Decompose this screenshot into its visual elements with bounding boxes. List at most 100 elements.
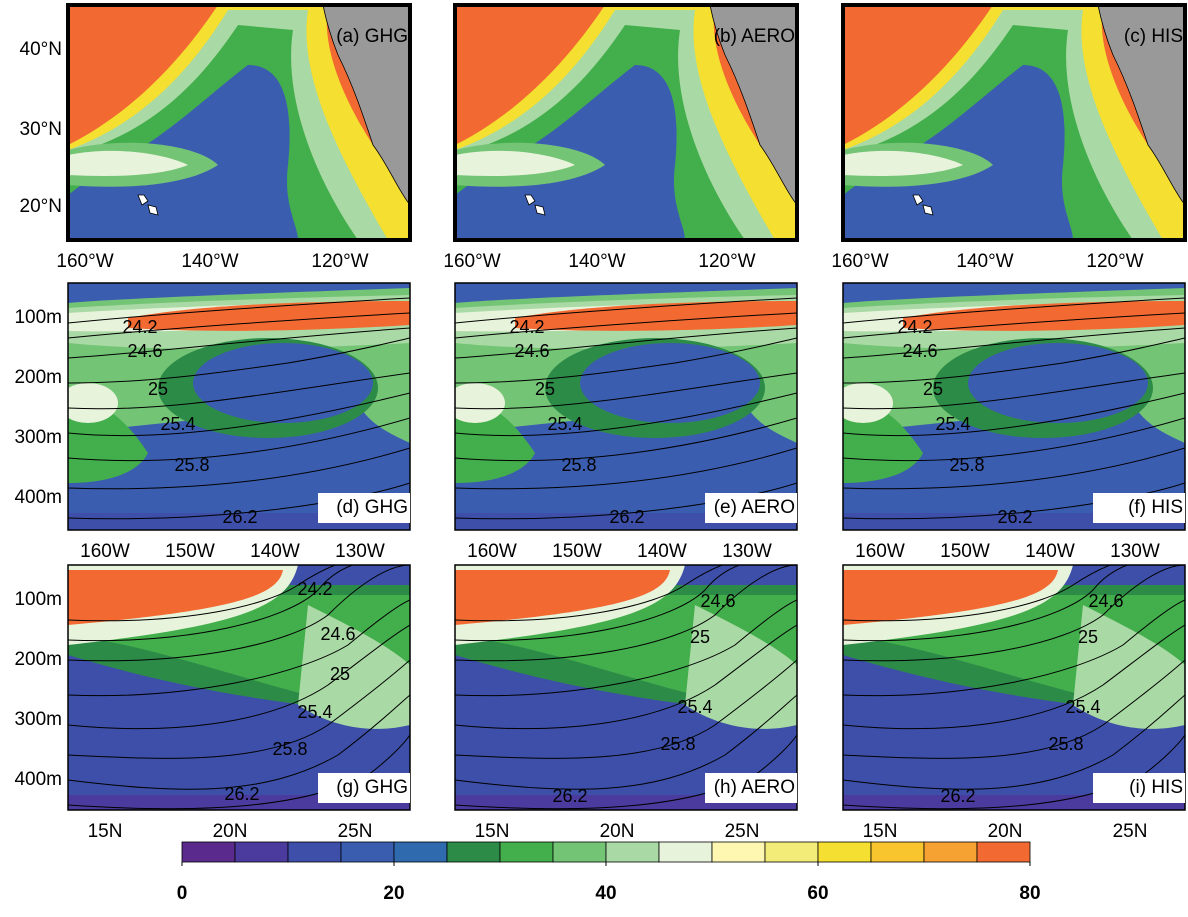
- contour-label: 26.2: [940, 786, 975, 806]
- colorbar-swatch: [818, 842, 871, 862]
- x-tick-label: 150W: [165, 541, 215, 562]
- y-tick-label: 100m: [14, 307, 62, 328]
- contour-label: 25.8: [1048, 734, 1083, 754]
- colorbar-swatch: [394, 842, 447, 862]
- contour-label: 25.8: [174, 455, 209, 475]
- contour-label: 26.2: [609, 507, 644, 527]
- colorbar-swatch: [500, 842, 553, 862]
- x-tick-label: 140W: [250, 541, 300, 562]
- colorbar-tick-label: 80: [1019, 883, 1040, 904]
- contour-label: 24.6: [127, 341, 162, 361]
- panel-label: (f) HIS: [1128, 497, 1183, 518]
- x-tick-label: 160W: [855, 541, 905, 562]
- contour-label: 26.2: [222, 507, 257, 527]
- panel: 24.224.62525.425.826.2(f) HIS160W150W140…: [833, 283, 1185, 562]
- panel-label: (c) HIS: [1124, 26, 1183, 47]
- y-tick-label: 100m: [14, 589, 62, 610]
- contour-label: 24.2: [122, 317, 157, 337]
- y-tick-label: 300m: [14, 709, 62, 730]
- panel: 24.62525.425.826.2(i) HIS15N20N25N: [843, 555, 1185, 842]
- x-tick-label: 140°W: [181, 251, 238, 272]
- colorbar-tick-label: 60: [807, 883, 828, 904]
- contour-label: 24.6: [514, 341, 549, 361]
- panel: 24.2 24.6 25 25.4 25.8 26.2 (g) GHG 100m 200m 300…: [14, 555, 410, 842]
- contour-label: 24.6: [700, 591, 735, 611]
- x-tick-label: 140°W: [956, 251, 1013, 272]
- contour-label: 24.6: [1088, 591, 1123, 611]
- panel-label: (b) AERO: [714, 26, 795, 47]
- x-tick-label: 150W: [940, 541, 990, 562]
- panel: (b) AERO 160°W 140°W 120°W: [443, 5, 797, 272]
- page: (a) GHG40°N30°N20°N160°W140°W120°W(b) AE…: [0, 0, 1188, 917]
- panel-label: (h) AERO: [714, 777, 795, 798]
- y-tick-label: 200m: [14, 367, 62, 388]
- y-tick-label: 20°N: [20, 196, 62, 217]
- colorbar: 0 20 40 60 80: [177, 842, 1041, 904]
- colorbar-swatch: [288, 842, 341, 862]
- panel-label: (g) GHG: [336, 777, 408, 798]
- x-tick-label: 20N: [600, 821, 635, 842]
- contour-label: 25: [148, 379, 168, 399]
- colorbar-swatch: [447, 842, 500, 862]
- colorbar-swatch: [871, 842, 924, 862]
- panel: 24.224.62525.425.826.2(e) AERO160W150W14…: [445, 283, 797, 562]
- panel: 24.2 24.6 25 25.4 25.8 26.2 (d) GHG 100m 200m 300…: [14, 283, 410, 562]
- x-tick-label: 130W: [335, 541, 385, 562]
- contour-label: 25.8: [561, 455, 596, 475]
- contour-label: 25.4: [297, 702, 332, 722]
- contour-label: 25.8: [949, 455, 984, 475]
- x-tick-label: 15N: [88, 821, 123, 842]
- y-tick-label: 40°N: [20, 39, 62, 60]
- colorbar-swatch: [659, 842, 712, 862]
- colorbar-swatch: [924, 842, 977, 862]
- x-tick-label: 20N: [988, 821, 1023, 842]
- x-tick-label: 140°W: [568, 251, 625, 272]
- contour-label: 24.2: [897, 317, 932, 337]
- x-tick-label: 25N: [725, 821, 760, 842]
- colorbar-swatch: [977, 842, 1030, 862]
- colorbar-swatch: [235, 842, 288, 862]
- contour-label: 25.8: [272, 739, 307, 759]
- contour-label: 26.2: [997, 507, 1032, 527]
- colorbar-swatch: [182, 842, 235, 862]
- x-tick-label: 20N: [213, 821, 248, 842]
- y-tick-label: 300m: [14, 427, 62, 448]
- figure: (a) GHG40°N30°N20°N160°W140°W120°W(b) AE…: [0, 0, 1188, 917]
- panel-label: (i) HIS: [1129, 777, 1183, 798]
- y-tick-label: 200m: [14, 649, 62, 670]
- contour-label: 24.6: [902, 341, 937, 361]
- contour-label: 25.4: [547, 414, 582, 434]
- contour-label: 24.2: [509, 317, 544, 337]
- colorbar-swatch: [553, 842, 606, 862]
- colorbar-tick-label: 40: [595, 883, 616, 904]
- panel-field: [833, 283, 1185, 530]
- y-tick-label: 400m: [14, 487, 62, 508]
- panel: (a) GHG40°N30°N20°N160°W140°W120°W: [20, 5, 410, 272]
- x-tick-label: 130W: [1110, 541, 1160, 562]
- x-tick-label: 130W: [722, 541, 772, 562]
- colorbar-tick-label: 0: [177, 883, 188, 904]
- colorbar-swatch: [765, 842, 818, 862]
- contour-label: 26.2: [224, 784, 259, 804]
- contour-label: 24.2: [297, 579, 332, 599]
- x-tick-label: 120°W: [698, 251, 755, 272]
- panel-label: (a) GHG: [336, 26, 408, 47]
- panel-label: (d) GHG: [336, 497, 408, 518]
- x-tick-label: 140W: [637, 541, 687, 562]
- contour-label: 24.6: [320, 624, 355, 644]
- y-tick-label: 30°N: [20, 119, 62, 140]
- x-tick-label: 15N: [475, 821, 510, 842]
- x-tick-label: 120°W: [311, 251, 368, 272]
- colorbar-swatch: [341, 842, 394, 862]
- contour-label: 25: [690, 627, 710, 647]
- colorbar-swatch: [606, 842, 659, 862]
- contour-label: 25.4: [160, 414, 195, 434]
- x-tick-label: 160°W: [443, 251, 500, 272]
- contour-label: 25.4: [935, 414, 970, 434]
- panel: 24.62525.425.826.2(h) AERO15N20N25N: [455, 555, 797, 842]
- contour-label: 25: [330, 664, 350, 684]
- x-tick-label: 120°W: [1086, 251, 1143, 272]
- x-tick-label: 160°W: [831, 251, 888, 272]
- colorbar-tick-label: 20: [383, 883, 404, 904]
- contour-label: 25.4: [1065, 697, 1100, 717]
